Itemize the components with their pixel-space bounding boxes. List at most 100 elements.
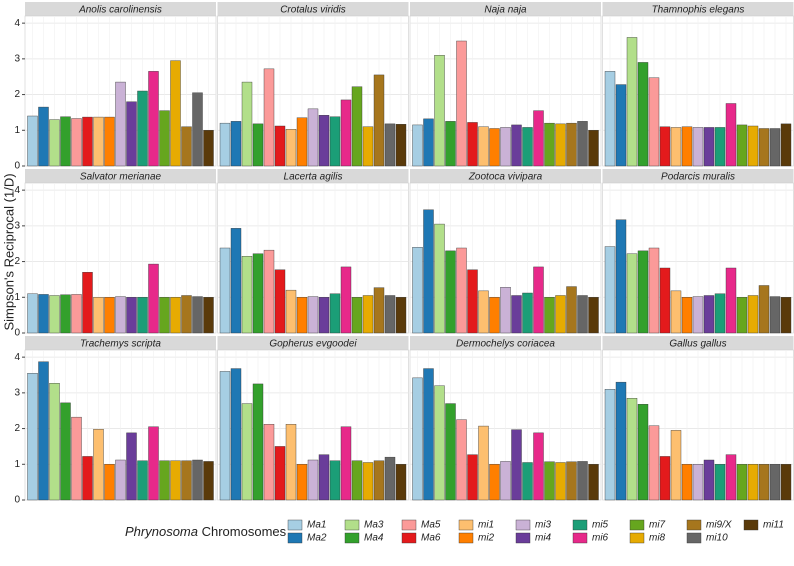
bar [659,126,671,167]
bar [115,459,126,501]
bar [252,253,264,334]
panel-title: Thamnophis elegans [652,5,745,16]
bar [681,126,693,167]
bar [456,40,467,167]
bar [758,128,770,167]
bar [637,404,649,501]
y-tick-label: 4 [14,18,20,29]
bar [38,361,49,501]
bar [362,295,374,334]
panel-title: Naja naja [484,5,527,16]
bar [489,297,500,334]
bar [137,460,148,501]
y-tick-label: 4 [14,352,20,363]
bar [725,267,737,334]
legend-swatch [686,532,702,544]
bar [263,249,275,334]
bar [703,459,715,501]
bar [588,297,599,334]
bar [60,402,71,501]
bar [615,381,627,501]
bar [467,454,478,501]
bar [489,128,500,167]
bar [373,460,385,501]
bar [219,371,231,501]
bar [263,68,275,167]
bar [615,219,627,334]
bar [93,297,104,334]
bar [219,247,231,334]
y-tick-label: 2 [14,256,20,267]
bar [681,297,693,334]
bar [219,122,231,167]
bar [747,295,759,334]
bar [703,295,715,334]
legend-swatch [287,532,303,544]
bar [351,460,363,501]
bar [511,429,522,501]
bar [780,464,792,501]
bar [230,368,242,501]
bar [49,119,60,167]
bar [170,297,181,334]
bar [148,71,159,167]
legend-swatch [686,519,702,531]
bar [758,285,770,334]
bar [769,464,781,501]
legend-swatch [572,532,588,544]
y-axis-label: Simpson's Reciprocal (1/D) [1,173,16,330]
bar [681,464,693,501]
bar [104,297,115,334]
strip [602,336,794,350]
strip [25,336,216,350]
legend-label: Ma5 [421,520,441,531]
bar [137,297,148,334]
legend-label: mi6 [592,533,609,544]
bar [192,459,203,501]
bar [318,297,330,334]
y-tick-label: 3 [14,387,20,398]
bar [395,297,407,334]
panel-title: Salvator merianae [80,172,162,183]
bar [434,55,445,167]
y-tick-label: 1 [14,125,20,136]
strip [410,169,601,183]
strip [602,169,794,183]
bar [27,293,38,334]
bar [489,464,500,501]
bar [769,296,781,334]
legend-label: mi2 [478,533,495,544]
bar [533,432,544,501]
bar [340,99,352,167]
bar [445,250,456,334]
bar [82,272,93,334]
strip [217,336,409,350]
strip [410,2,601,16]
bar [736,124,748,167]
bar [456,247,467,334]
bar [423,368,434,501]
legend-swatch [344,532,360,544]
bar [511,295,522,334]
bar [714,464,726,501]
bar [181,295,192,334]
y-tick-label: 1 [14,459,20,470]
bar [522,462,533,501]
bar [159,110,170,167]
bar [104,116,115,167]
bar [747,125,759,167]
legend-swatch [629,519,645,531]
bar [159,297,170,334]
bar [384,456,396,501]
bar [445,403,456,501]
legend-swatch [572,519,588,531]
bar [725,454,737,501]
legend-swatch [458,519,474,531]
bar [434,385,445,501]
bar [60,116,71,167]
bar [181,126,192,167]
bar [566,461,577,501]
legend-swatch [401,532,417,544]
y-tick-label: 4 [14,185,20,196]
